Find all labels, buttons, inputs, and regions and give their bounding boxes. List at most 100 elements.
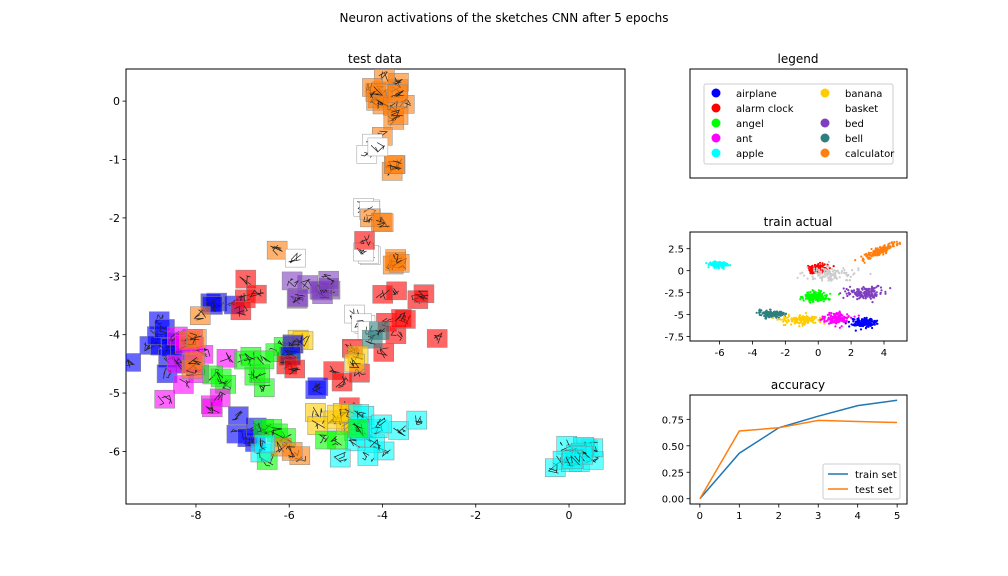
- thumbnail-apple: [357, 447, 379, 466]
- train-point: [814, 271, 817, 274]
- train-point: [852, 320, 855, 323]
- ytick-label: -2.5: [664, 289, 684, 300]
- accuracy-legend: train set test set: [822, 463, 901, 500]
- train-point: [856, 320, 859, 323]
- legend-entry-angel: angel: [711, 118, 764, 130]
- ytick-label: 0.75: [662, 415, 684, 426]
- ytick-label: -3: [109, 270, 120, 283]
- legend-label: ant: [736, 134, 752, 145]
- train-point: [831, 270, 834, 273]
- train-point: [837, 293, 841, 296]
- train-point: [776, 318, 779, 321]
- train-point: [867, 251, 870, 254]
- train-point: [851, 291, 854, 294]
- train-point: [806, 318, 809, 321]
- train-point: [755, 311, 758, 314]
- train-point: [799, 296, 802, 299]
- train-point: [847, 320, 851, 323]
- train-point: [864, 323, 867, 326]
- train-point: [713, 260, 716, 263]
- test-data-panel: test data -8 -6 -4 -2 0 0 -1 -2 -3 -4 -5 -6: [109, 52, 626, 522]
- train-point: [835, 322, 838, 325]
- train-point: [864, 294, 867, 297]
- train-point: [810, 317, 814, 320]
- train-point: [891, 245, 894, 248]
- train-point: [811, 275, 814, 278]
- thumbnail-alarm-clock: [426, 329, 448, 348]
- thumbnail-bed: [287, 288, 309, 307]
- legend-marker: [820, 133, 830, 143]
- legend-marker: [820, 88, 830, 98]
- train-point: [794, 319, 797, 322]
- train-point: [715, 261, 718, 264]
- train-point: [810, 318, 813, 321]
- train-point: [765, 311, 768, 314]
- train-point: [854, 291, 857, 294]
- train-point: [768, 313, 771, 316]
- accuracy-legend-label: test set: [855, 485, 893, 496]
- train-point: [821, 293, 824, 296]
- thumbnail-angel: [347, 419, 369, 438]
- ytick-label: -2: [109, 212, 120, 225]
- accuracy-legend-box: [822, 463, 901, 500]
- thumbnail-calculator: [372, 213, 394, 232]
- train-point: [766, 315, 769, 318]
- train-point: [879, 292, 882, 295]
- train-point: [827, 270, 830, 273]
- train-point: [813, 277, 817, 280]
- legend-entry-alarm-clock: alarm clock: [711, 103, 794, 115]
- xtick-label: 4: [881, 348, 887, 359]
- thumbnail-calculator: [385, 249, 406, 268]
- train-point: [896, 244, 899, 247]
- train-point: [796, 321, 799, 324]
- train-point: [769, 308, 772, 311]
- train-point: [884, 247, 888, 250]
- train-point: [862, 297, 865, 300]
- cluster-angel: [799, 289, 841, 304]
- train-point: [875, 286, 878, 289]
- train-point: [819, 295, 822, 298]
- legend-panel: legend airplane alarm clock angel ant apple b…: [689, 52, 908, 179]
- train-point: [829, 292, 832, 295]
- train-point: [878, 251, 881, 254]
- train-point: [787, 318, 790, 322]
- train-point: [806, 277, 809, 280]
- legend-marker: [820, 118, 830, 128]
- train-point: [716, 263, 719, 266]
- train-point: [865, 255, 868, 258]
- accuracy-title: accuracy: [771, 378, 825, 392]
- train-point: [819, 318, 822, 322]
- train-point: [845, 287, 848, 291]
- thumbnail-apple: [406, 410, 428, 430]
- train-point: [825, 320, 828, 323]
- train-point: [707, 264, 710, 267]
- train-point: [813, 295, 816, 298]
- train-point: [856, 298, 859, 301]
- train-point: [705, 262, 708, 265]
- test-data-marks: [126, 69, 604, 478]
- train-point: [807, 291, 810, 294]
- train-point: [828, 298, 831, 301]
- train-point: [840, 270, 844, 273]
- train-point: [845, 271, 848, 274]
- train-point: [853, 315, 856, 318]
- train-point: [815, 269, 818, 272]
- train-point: [817, 268, 821, 271]
- train-point: [854, 329, 857, 332]
- train-point: [809, 290, 812, 293]
- train-point: [869, 272, 872, 276]
- train-point: [713, 266, 716, 269]
- legend-entry-airplane: airplane: [711, 88, 777, 100]
- train-point: [782, 323, 785, 327]
- thumbnail-alarm-clock: [413, 284, 435, 303]
- train-point: [818, 270, 821, 273]
- train-point: [830, 267, 834, 270]
- train-point: [772, 316, 775, 320]
- train-point: [823, 320, 826, 323]
- train-point: [879, 246, 882, 249]
- train-point: [718, 261, 722, 264]
- thumbnail-alarm-clock: [391, 309, 412, 328]
- train-point: [839, 312, 842, 315]
- train-point: [827, 272, 830, 276]
- train-point: [866, 293, 869, 297]
